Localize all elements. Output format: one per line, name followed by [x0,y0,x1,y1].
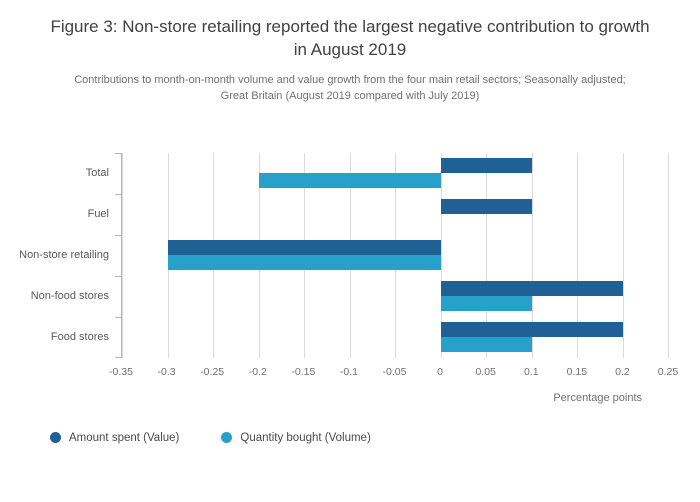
x-axis-tick-label: 0.1 [523,365,539,378]
gridline [486,152,487,358]
y-axis-labels: Total Fuel Non-store retailing Non-food sto… [0,153,121,406]
legend-dot-volume-icon [221,432,233,444]
legend-item-volume[interactable]: Quantity bought (Volume) [221,431,371,444]
bar-volume [440,295,532,311]
x-axis-tick-label: 0 [437,365,443,378]
legend: Amount spent (Value) Quantity bought (Vo… [50,432,700,444]
gridline [531,152,533,358]
gridline [440,152,442,358]
legend-label-volume: Quantity bought (Volume) [240,431,371,444]
y-axis-tick [115,152,122,154]
y-axis-label: Food stores [50,331,109,344]
legend-label-value: Amount spent (Value) [69,431,180,444]
gridline [622,152,624,358]
x-axis-title-row: Percentage points [121,388,668,406]
y-axis-tick [115,316,122,318]
x-axis-tick-labels: -0.35 -0.3 -0.25 -0.2 -0.15 -0.1 -0.05 0 0.05 0.1… [109,365,678,380]
bar-volume [258,172,441,188]
x-axis-tick-label: -0.2 [248,365,267,378]
y-axis-label: Non-store retailing [19,249,109,262]
gridline [577,152,578,358]
bar-value [167,239,441,255]
plot-area [115,152,669,358]
chart-subtitle: Contributions to month-on-month volume a… [30,72,670,105]
x-axis-tick-label: 0.05 [475,365,496,378]
bar-chart: Total Fuel Non-store retailing Non-food sto… [0,152,700,406]
plot-wrap: -0.35 -0.3 -0.25 -0.2 -0.15 -0.1 -0.05 0 0.05 0.1… [109,152,678,406]
gridline [122,152,123,358]
x-axis-tick-label: 0.25 [657,365,679,378]
x-axis-tick-label: 0.15 [566,365,588,378]
y-axis-label: Fuel [87,208,109,221]
chart-title: Figure 3: Non-store retailing reported t… [50,17,650,59]
x-axis-tick-label: 0.2 [615,365,630,378]
x-axis-tick-label: -0.1 [339,365,358,378]
x-axis-tick-label: -0.3 [157,365,176,378]
x-axis-tick-label: -0.25 [200,365,225,378]
bar-value [440,157,532,173]
chart-subtitle-line2: Great Britain (August 2019 compared with… [220,90,480,103]
legend-item-value[interactable]: Amount spent (Value) [50,432,179,444]
y-axis-tick [115,356,122,358]
y-axis-label: Total [85,167,109,180]
x-axis-title: Percentage points [553,391,642,404]
y-axis-tick [115,275,122,277]
bar-volume [440,336,532,352]
x-axis-tick-label: -0.05 [382,365,407,378]
bar-value [440,321,623,337]
y-axis-label: Non-food stores [30,290,109,303]
x-axis-tick-label: -0.15 [291,365,316,378]
bar-value [440,198,532,214]
bar-value [440,280,623,296]
figure-page: Figure 3: Non-store retailing reported t… [0,16,700,502]
bar-volume [167,254,441,270]
gridline [668,152,669,358]
x-axis-tick-label: -0.35 [109,365,133,378]
y-axis-tick [115,193,122,195]
chart-subtitle-line1: Contributions to month-on-month volume a… [74,73,626,86]
y-axis-tick [115,234,122,236]
legend-dot-value-icon [50,432,61,444]
